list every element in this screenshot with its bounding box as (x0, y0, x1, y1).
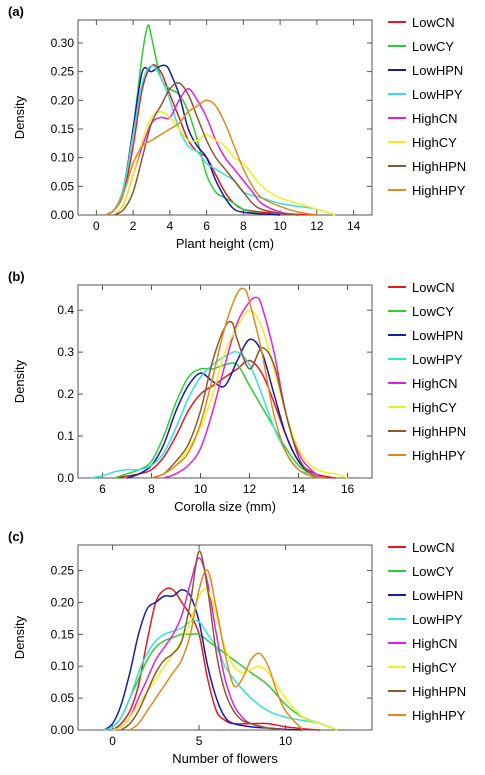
legend-entry-lowhpy: LowHPY (412, 352, 463, 367)
panel-label: (b) (8, 269, 25, 284)
y-tick-label: 0.25 (51, 65, 75, 79)
y-tick-label: 0.30 (51, 36, 75, 50)
x-tick-label: 8 (148, 482, 155, 496)
x-tick-label: 0 (109, 734, 116, 748)
legend-entry-lowhpn: LowHPN (412, 63, 463, 78)
series-line-lowcn (112, 587, 321, 731)
legend: LowCN LowCY LowHPN LowHPY HighCN HighCY HighHP… (388, 540, 466, 723)
x-tick-label: 0 (93, 219, 100, 233)
series-line-highcy (151, 309, 348, 479)
series-line-highhpn (120, 550, 286, 731)
x-tick-label: 10 (279, 734, 293, 748)
series-line-lowcy (103, 633, 338, 731)
series-line-highcn (114, 88, 299, 216)
legend: LowCN LowCY LowHPN LowHPY HighCN HighCY HighHP… (388, 280, 466, 463)
y-axis-label: Density (12, 95, 27, 139)
series-line-highcy (114, 111, 336, 216)
legend-entry-lowcy: LowCY (412, 564, 454, 579)
panel-1: (a) 0 2 4 6 8 10 12 14 0.00 0.05 0.10 0.15 0.20 0.25 0.… (8, 4, 466, 251)
y-tick-label: 0.2 (57, 387, 74, 401)
legend-entry-lowcn: LowCN (412, 15, 455, 30)
plot-frame (77, 284, 373, 479)
y-tick-label: 0.0 (57, 471, 74, 485)
legend-entry-lowcn: LowCN (412, 280, 455, 295)
series-line-highcn (112, 557, 286, 731)
series-line-highhpn (151, 320, 324, 479)
series-line-highhpy (105, 99, 318, 216)
legend-entry-highhpy: HighHPY (412, 448, 466, 463)
series-line-highhpn (114, 82, 299, 216)
x-tick-label: 14 (347, 219, 361, 233)
legend-entry-highhpy: HighHPY (412, 708, 466, 723)
legend-entry-lowcy: LowCY (412, 39, 454, 54)
x-tick-label: 12 (243, 482, 257, 496)
legend-entry-highcn: HighCN (412, 636, 458, 651)
y-tick-label: 0.05 (51, 179, 75, 193)
x-tick-label: 2 (130, 219, 137, 233)
legend-entry-lowcn: LowCN (412, 540, 455, 555)
series-line-lowhpn (103, 588, 303, 731)
y-tick-label: 0.3 (57, 345, 74, 359)
legend-entry-highcy: HighCY (412, 400, 457, 415)
x-tick-label: 6 (203, 219, 210, 233)
x-tick-label: 6 (99, 482, 106, 496)
series-line-lowhpn (105, 64, 281, 216)
panel-2: (b) 6 8 10 12 14 16 0.0 0.1 0.2 0.3 0.4 Corolla size… (8, 269, 466, 514)
plot-frame (77, 19, 373, 216)
y-tick-label: 0.10 (51, 151, 75, 165)
plot-frame (77, 544, 373, 731)
series-line-lowcn (105, 64, 317, 216)
y-tick-label: 0.00 (51, 723, 75, 737)
series-line-lowhpn (126, 338, 324, 479)
y-tick-label: 0.1 (57, 429, 74, 443)
y-tick-label: 0.05 (51, 691, 75, 705)
x-tick-label: 8 (240, 219, 247, 233)
x-tick-label: 12 (310, 219, 324, 233)
x-tick-label: 14 (292, 482, 306, 496)
series-line-lowcy (114, 362, 324, 479)
legend-entry-highhpn: HighHPN (412, 684, 466, 699)
y-tick-label: 0.00 (51, 208, 75, 222)
legend-entry-highcn: HighCN (412, 376, 458, 391)
series-line-lowhpy (103, 619, 338, 731)
legend-entry-highhpn: HighHPN (412, 159, 466, 174)
legend-entry-lowhpy: LowHPY (412, 612, 463, 627)
x-tick-label: 5 (196, 734, 203, 748)
legend-entry-lowcy: LowCY (412, 304, 454, 319)
panel-3: (c) 0 5 10 0.00 0.05 0.10 0.15 0.20 0.25 Number of… (8, 529, 466, 766)
x-tick-label: 16 (341, 482, 355, 496)
legend-entry-lowhpn: LowHPN (412, 328, 463, 343)
y-tick-label: 0.4 (57, 303, 74, 317)
legend-entry-highcy: HighCY (412, 660, 457, 675)
legend: LowCN LowCY LowHPN LowHPY HighCN HighCY HighHP… (388, 15, 466, 198)
series-line-highhpy (129, 569, 304, 731)
legend-entry-highhpy: HighHPY (412, 183, 466, 198)
legend-entry-highcy: HighCY (412, 135, 457, 150)
y-tick-label: 0.10 (51, 659, 75, 673)
y-tick-label: 0.15 (51, 122, 75, 136)
x-axis-label: Corolla size (mm) (174, 499, 276, 514)
x-tick-label: 10 (273, 219, 287, 233)
legend-entry-highhpn: HighHPN (412, 424, 466, 439)
legend-entry-lowhpn: LowHPN (412, 588, 463, 603)
y-axis-label: Density (12, 359, 27, 403)
series-line-lowcy (105, 24, 281, 216)
y-tick-label: 0.15 (51, 627, 75, 641)
y-axis-label: Density (12, 615, 27, 659)
x-tick-label: 10 (194, 482, 208, 496)
x-axis-label: Number of flowers (172, 751, 278, 766)
y-tick-label: 0.20 (51, 93, 75, 107)
series-line-lowhpy (105, 65, 336, 216)
y-tick-label: 0.20 (51, 595, 75, 609)
panel-label: (a) (8, 4, 24, 19)
legend-entry-highcn: HighCN (412, 111, 458, 126)
series-line-highhpy (151, 287, 324, 479)
series-line-lowhpy (90, 351, 324, 479)
y-tick-label: 0.25 (51, 564, 75, 578)
x-tick-label: 4 (167, 219, 174, 233)
legend-entry-lowhpy: LowHPY (412, 87, 463, 102)
panel-label: (c) (8, 529, 24, 544)
x-axis-label: Plant height (cm) (176, 236, 274, 251)
